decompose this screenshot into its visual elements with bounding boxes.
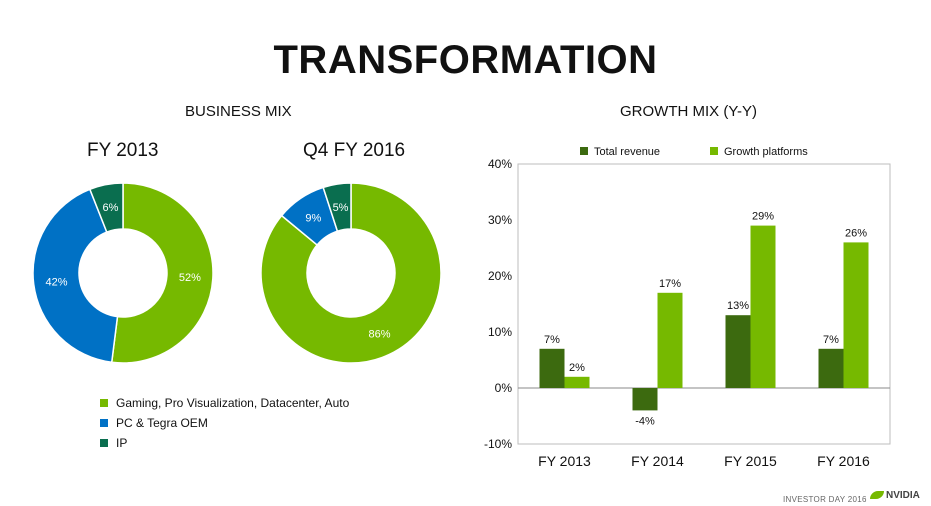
pie-value-label: 9%	[305, 213, 321, 225]
growth-mix-heading: GROWTH MIX (Y-Y)	[620, 103, 757, 120]
bar	[818, 348, 844, 388]
plot-frame	[517, 163, 891, 445]
pie-value-label: 6%	[102, 202, 118, 214]
legend-item-ip: IP	[100, 433, 349, 453]
legend-item-gaming: Gaming, Pro Visualization, Datacenter, A…	[100, 393, 349, 413]
legend-label: Growth platforms	[724, 146, 808, 158]
x-category-label: FY 2015	[724, 453, 777, 469]
legend-label: Gaming, Pro Visualization, Datacenter, A…	[116, 396, 350, 410]
nvidia-logo: NVIDIA	[870, 490, 920, 501]
legend-item-pc-tegra: PC & Tegra OEM	[100, 413, 349, 433]
pie-value-label: 86%	[369, 329, 391, 341]
bar	[564, 376, 590, 388]
bar	[750, 225, 776, 388]
x-category-label: FY 2016	[817, 453, 870, 469]
x-category-label: FY 2013	[538, 453, 591, 469]
page-title: TRANSFORMATION	[273, 38, 658, 82]
bar-value-label: 29%	[752, 211, 774, 223]
bar-value-label: 7%	[544, 334, 560, 346]
pie-slice	[260, 182, 442, 364]
bar-value-label: -4%	[635, 415, 655, 427]
pie-slice	[322, 182, 352, 233]
pie-value-label: 42%	[46, 276, 68, 288]
bar-value-label: 7%	[823, 334, 839, 346]
legend-swatch	[100, 439, 108, 447]
legend-swatch	[100, 399, 108, 407]
pie-chart-q4fy2016: 86% 9% 5%	[260, 182, 442, 364]
business-mix-legend: Gaming, Pro Visualization, Datacenter, A…	[100, 393, 349, 453]
legend-swatch	[580, 147, 588, 155]
pie-slice	[110, 182, 214, 364]
y-tick-label: 0%	[495, 381, 513, 395]
pie-slice	[88, 182, 124, 234]
y-tick-label: 30%	[488, 213, 512, 227]
legend-swatch	[100, 419, 108, 427]
pie-fy2013-title: FY 2013	[87, 140, 159, 161]
pie-q4fy2016-title: Q4 FY 2016	[303, 140, 406, 161]
y-tick-label: 40%	[488, 157, 512, 171]
bar	[725, 315, 751, 388]
business-mix-heading: BUSINESS MIX	[185, 103, 292, 120]
logo-text: NVIDIA	[886, 490, 920, 501]
bar-value-label: 17%	[659, 278, 681, 290]
bar-value-label: 13%	[727, 300, 749, 312]
legend-swatch	[710, 147, 718, 155]
legend-label: IP	[116, 436, 128, 450]
legend-label: Total revenue	[594, 146, 660, 158]
x-category-label: FY 2014	[631, 453, 684, 469]
legend-label: PC & Tegra OEM	[116, 416, 208, 430]
bar-value-label: 2%	[569, 362, 585, 374]
pie-value-label: 52%	[179, 272, 201, 284]
y-tick-label: 20%	[488, 269, 512, 283]
growth-bar-chart: -10% 0% 10% 20% 30% 40% Total revenue Growth pl…	[484, 146, 891, 469]
y-tick-label: 10%	[488, 325, 512, 339]
footer-event-label: INVESTOR DAY 2016	[783, 495, 867, 504]
pie-chart-fy2013: 52% 42% 6%	[32, 182, 214, 364]
y-tick-label: -10%	[484, 437, 512, 451]
pie-value-label: 5%	[333, 202, 349, 214]
bar	[539, 348, 565, 388]
bar	[657, 292, 683, 388]
pie-slice	[32, 188, 119, 364]
bar	[843, 242, 869, 388]
bar-value-label: 26%	[845, 227, 867, 239]
nvidia-eye-icon	[870, 491, 884, 500]
bar	[632, 388, 658, 411]
